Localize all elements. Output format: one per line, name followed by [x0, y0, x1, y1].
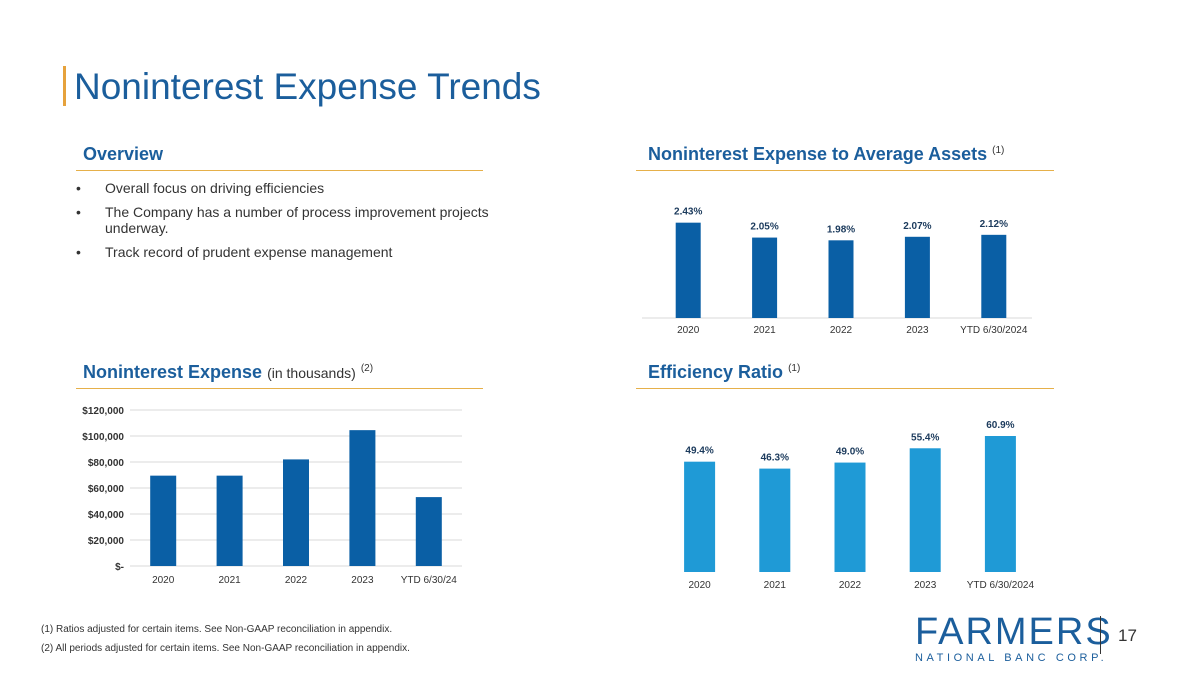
farmers-logo: FARMERS NATIONAL BANC CORP.	[915, 611, 1113, 664]
expense-chart-heading: Noninterest Expense (in thousands) (2)	[76, 360, 483, 389]
efficiency-bar-chart: 49.4% 2020 46.3% 2021 49.0% 2022 55.4% 2023 60.9…	[684, 420, 1035, 591]
footnote-1: (1) Ratios adjusted for certain items. S…	[41, 624, 393, 635]
y-tick-label: $120,000	[82, 406, 124, 417]
y-tick-label: $100,000	[82, 432, 124, 443]
y-tick-label: $40,000	[88, 510, 125, 521]
logo-divider	[1100, 616, 1101, 654]
data-label: 60.9%	[986, 420, 1014, 431]
footnote-2: (2) All periods adjusted for certain ite…	[41, 643, 410, 654]
bar	[349, 430, 376, 566]
bar	[752, 237, 778, 318]
x-tick-label: YTD 6/30/24	[401, 575, 458, 586]
bar	[909, 448, 941, 572]
efficiency-chart-footnote-ref: (1)	[788, 363, 801, 374]
x-tick-label: 2021	[218, 575, 241, 586]
assets-bar-chart: 2.43% 2020 2.05% 2021 1.98% 2022 2.07% 2023 2.12…	[642, 207, 1032, 336]
bar	[283, 459, 309, 566]
x-tick-label: 2023	[351, 575, 374, 586]
x-tick-label: 2021	[764, 580, 787, 591]
overview-heading: Overview	[76, 142, 483, 171]
expense-chart-heading-text: Noninterest Expense	[83, 362, 263, 382]
assets-chart-footnote-ref: (1)	[992, 145, 1005, 156]
expense-bar-chart: $- $20,000 $40,000 $60,000 $80,000 $100,000 $1…	[82, 406, 462, 586]
efficiency-chart-heading-text: Efficiency Ratio	[648, 362, 784, 382]
bar	[415, 497, 442, 566]
bar	[828, 240, 854, 318]
y-tick-label: $60,000	[88, 484, 125, 495]
bullet-item: Track record of prudent expense manageme…	[76, 244, 496, 260]
bullet-item: The Company has a number of process impr…	[76, 204, 496, 236]
logo-tagline: NATIONAL BANC CORP.	[915, 652, 1108, 664]
bar	[904, 236, 930, 318]
data-label: 2.12%	[980, 219, 1008, 230]
x-tick-label: 2022	[285, 575, 308, 586]
efficiency-chart-heading: Efficiency Ratio (1)	[636, 360, 1054, 389]
bar	[150, 475, 177, 566]
title-accent-bar	[63, 66, 66, 106]
assets-chart-heading: Noninterest Expense to Average Assets (1…	[636, 142, 1054, 171]
page-title: Noninterest Expense Trends	[74, 66, 541, 107]
data-label: 55.4%	[911, 432, 939, 443]
bar	[984, 436, 1016, 572]
bar	[675, 222, 701, 318]
assets-chart-heading-text: Noninterest Expense to Average Assets	[648, 144, 988, 164]
bar	[981, 234, 1007, 318]
x-tick-label: YTD 6/30/2024	[967, 580, 1035, 591]
bar	[684, 461, 716, 572]
x-tick-label: 2020	[677, 325, 700, 336]
data-label: 46.3%	[761, 453, 789, 464]
data-label: 49.4%	[685, 446, 713, 457]
x-tick-label: YTD 6/30/2024	[960, 325, 1028, 336]
x-tick-label: 2021	[753, 325, 776, 336]
x-tick-label: 2020	[152, 575, 175, 586]
expense-chart-footnote-ref: (2)	[360, 363, 374, 374]
bar	[834, 462, 866, 572]
overview-heading-text: Overview	[83, 144, 164, 164]
x-tick-label: 2022	[830, 325, 853, 336]
data-label: 2.07%	[903, 221, 931, 232]
bar	[216, 475, 243, 566]
x-tick-label: 2020	[688, 580, 711, 591]
overview-bullet-list: Overall focus on driving efficiencies Th…	[76, 180, 496, 268]
data-label: 2.05%	[750, 222, 778, 233]
data-label: 2.43%	[674, 207, 702, 218]
y-tick-label: $-	[115, 562, 124, 573]
bullet-item: Overall focus on driving efficiencies	[76, 180, 496, 196]
page-number: 17	[1118, 626, 1137, 645]
data-label: 49.0%	[836, 447, 864, 458]
y-tick-label: $20,000	[88, 536, 125, 547]
y-tick-label: $80,000	[88, 458, 125, 469]
x-tick-label: 2023	[906, 325, 929, 336]
bar	[759, 468, 791, 572]
x-tick-label: 2023	[914, 580, 937, 591]
data-label: 1.98%	[827, 224, 855, 235]
x-tick-label: 2022	[839, 580, 862, 591]
expense-chart-heading-sub: (in thousands)	[267, 365, 356, 381]
logo-wordmark: FARMERS	[915, 611, 1113, 653]
